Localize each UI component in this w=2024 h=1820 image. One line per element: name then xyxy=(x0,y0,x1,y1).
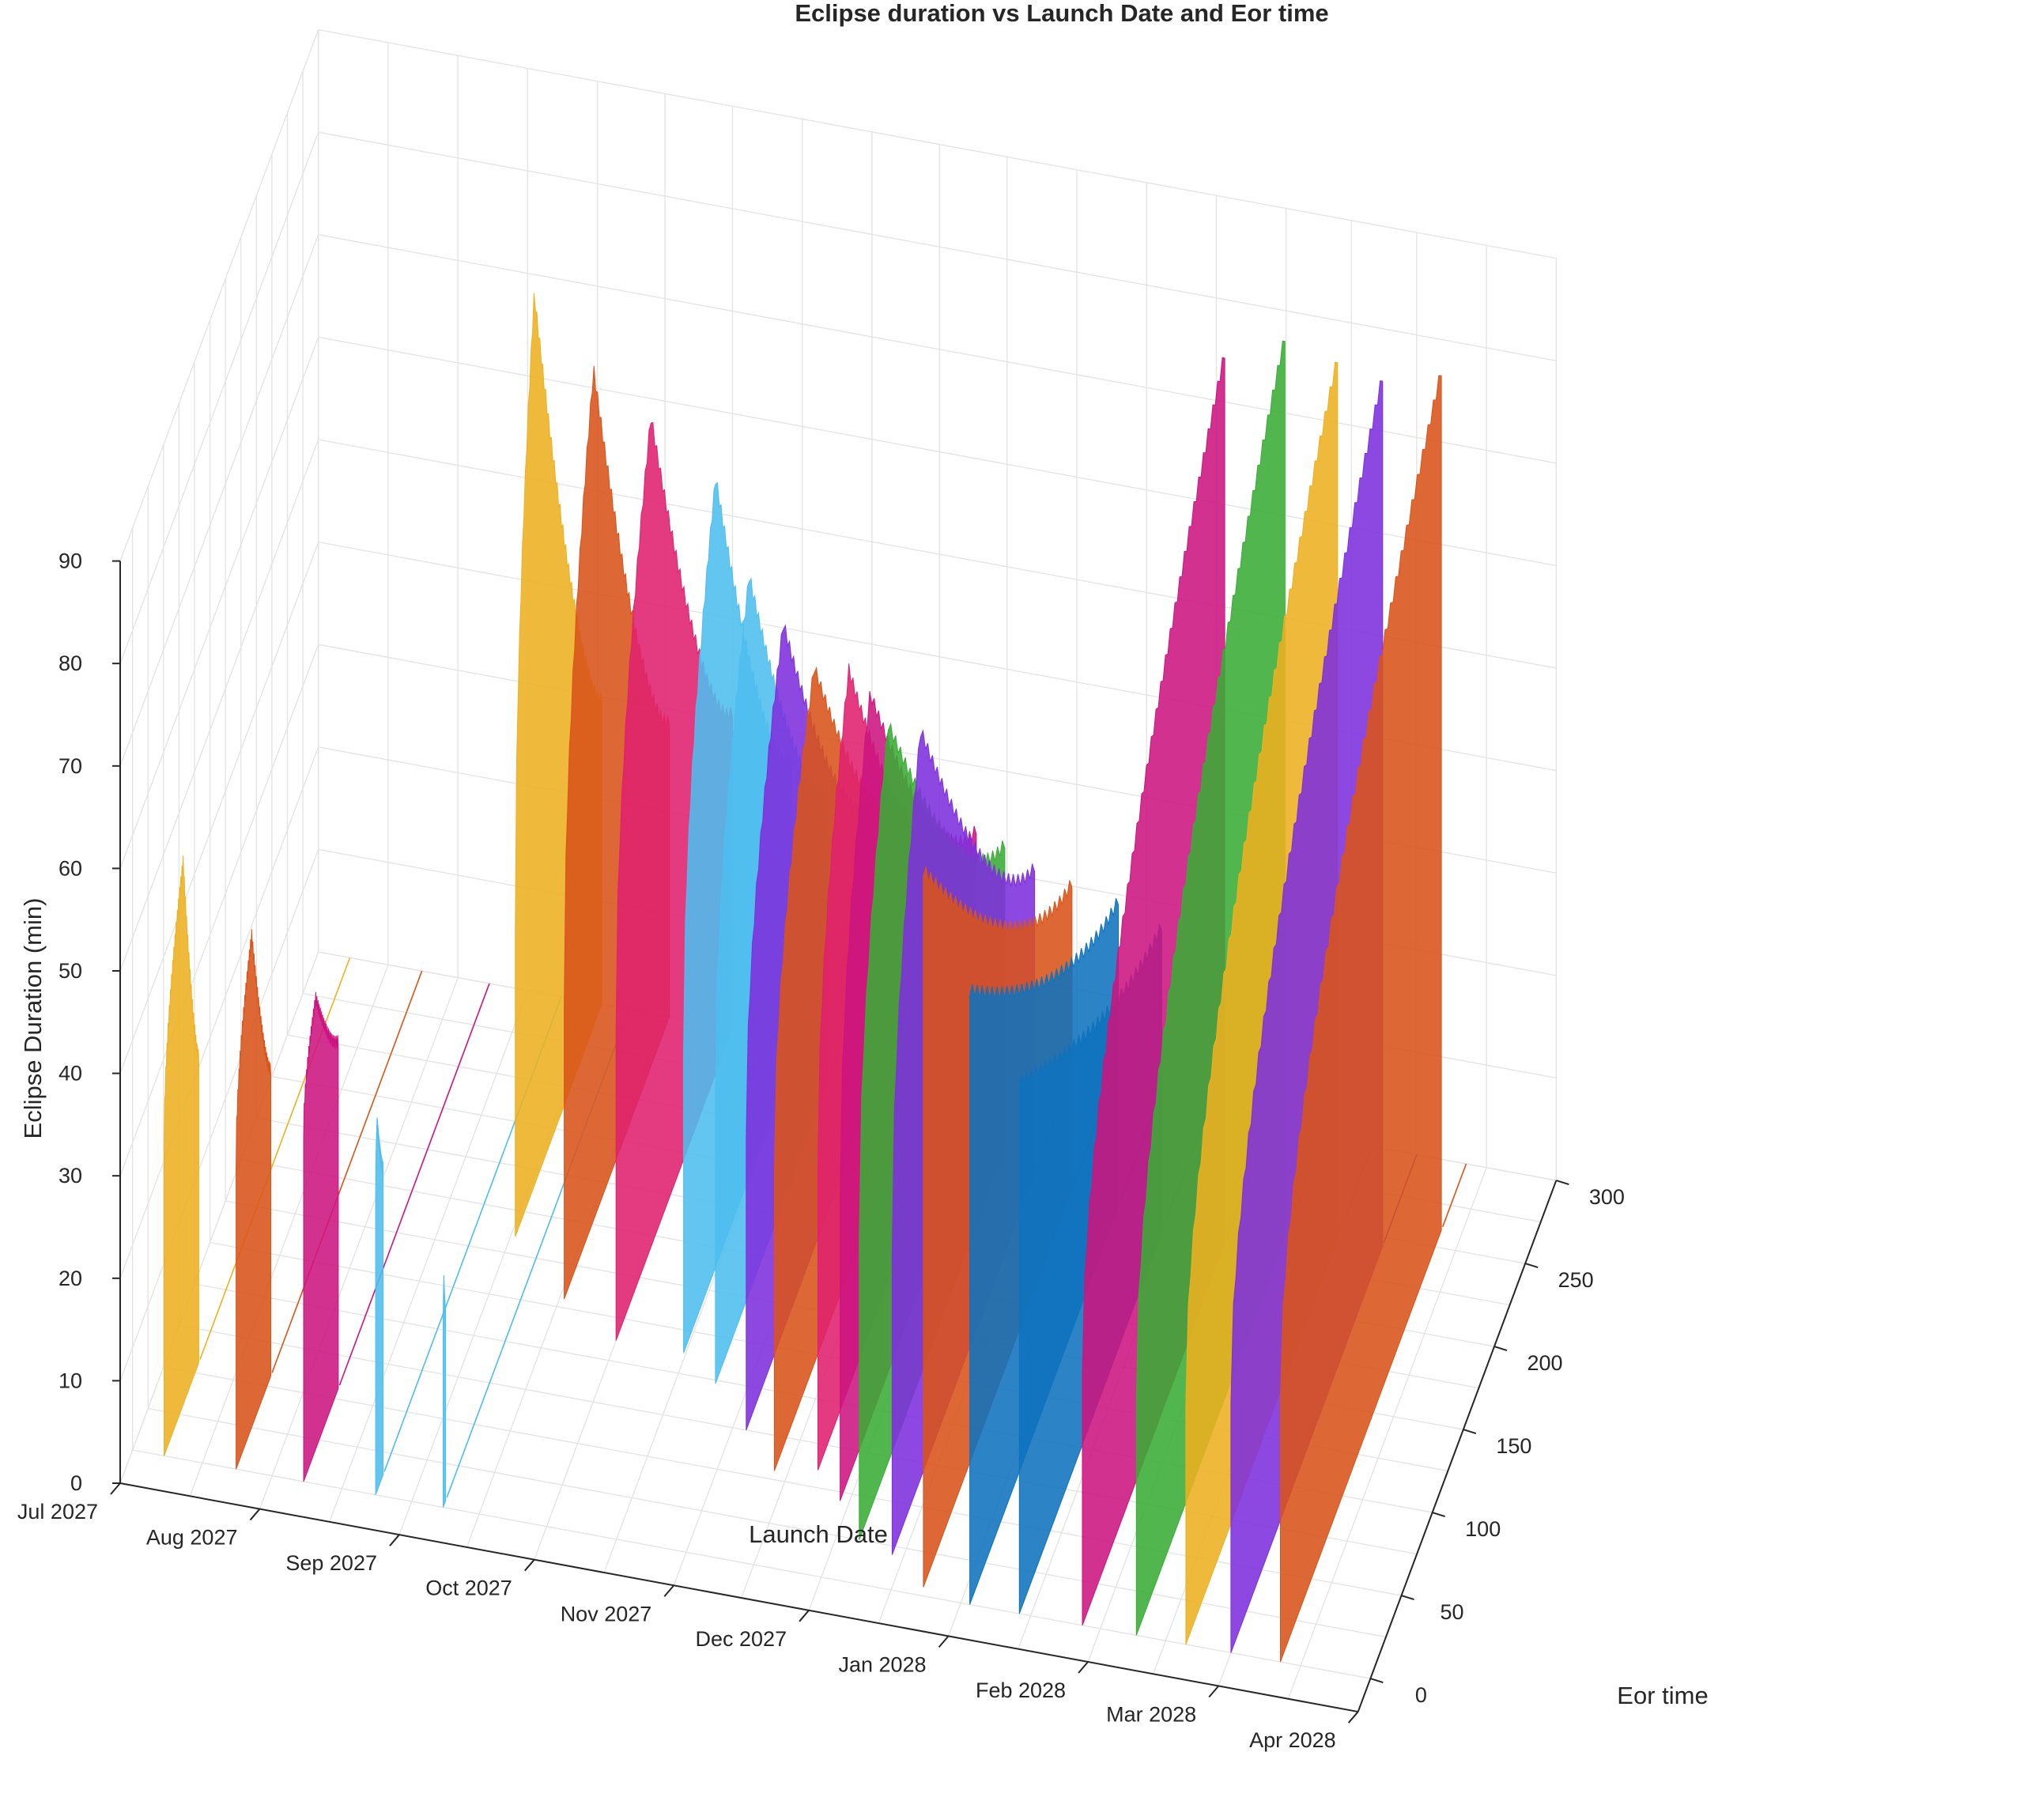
y-tick xyxy=(1493,1346,1508,1352)
grid-line-back-horizontal xyxy=(318,131,1557,361)
grid-line-floor-x xyxy=(189,965,389,1497)
z-tick-label: 0 xyxy=(70,1471,82,1495)
series-layer xyxy=(164,293,1467,1663)
y-tick xyxy=(1370,1678,1384,1684)
z-tick-label: 10 xyxy=(59,1369,82,1392)
grid-line-floor-x xyxy=(119,951,319,1484)
grid-line-side-horizontal xyxy=(119,234,319,767)
y-tick-label: 200 xyxy=(1527,1351,1562,1375)
y-tick-label: 300 xyxy=(1589,1185,1625,1209)
grid-line-side-horizontal xyxy=(119,542,319,1074)
z-tick-label: 60 xyxy=(59,856,82,880)
x-tick xyxy=(1347,1711,1359,1724)
y-tick xyxy=(1556,1180,1569,1186)
x-tick-label: Feb 2028 xyxy=(976,1678,1066,1702)
z-tick-label: 30 xyxy=(59,1164,82,1188)
grid-line-floor-y xyxy=(148,1407,1387,1638)
z-axis-label: Eclipse Duration (min) xyxy=(19,898,47,1139)
series-ribbon xyxy=(375,1117,383,1495)
z-tick-label: 70 xyxy=(59,754,82,778)
x-tick xyxy=(799,1610,810,1622)
x-tick-label: Apr 2028 xyxy=(1249,1728,1336,1752)
grid-line-side-horizontal xyxy=(119,746,319,1279)
grid-line-side-horizontal xyxy=(119,131,319,664)
grid-line-side-horizontal xyxy=(119,337,319,869)
y-tick xyxy=(1524,1263,1539,1269)
x-tick-label: Jul 2027 xyxy=(17,1500,98,1524)
series-ribbon xyxy=(1280,375,1442,1663)
x-tick xyxy=(249,1508,261,1521)
y-tick xyxy=(1401,1595,1414,1601)
x-tick-label: Aug 2027 xyxy=(146,1526,238,1550)
y-tick-label: 0 xyxy=(1415,1683,1427,1707)
x-axis-label: Launch Date xyxy=(749,1520,888,1548)
series-baseline xyxy=(338,983,490,1386)
grid-line-side-horizontal xyxy=(119,849,319,1381)
y-tick-label: 150 xyxy=(1496,1434,1531,1458)
z-tick-label: 50 xyxy=(59,959,82,983)
grid-line-floor-y xyxy=(132,1449,1371,1679)
axis-layer xyxy=(119,561,1558,1713)
x-tick-label: Dec 2027 xyxy=(696,1627,787,1651)
z-tick-label: 20 xyxy=(59,1267,82,1290)
x-tick-label: Oct 2027 xyxy=(425,1576,512,1600)
series-ribbon xyxy=(303,991,339,1482)
grid-line-back-horizontal xyxy=(318,234,1557,464)
series-ribbon xyxy=(443,1274,447,1508)
x-tick xyxy=(938,1635,950,1648)
y-tick-label: 250 xyxy=(1558,1268,1594,1292)
x-tick xyxy=(1208,1685,1219,1698)
series-baseline xyxy=(1441,1163,1467,1228)
series-baseline xyxy=(271,970,423,1373)
y-tick xyxy=(1463,1429,1477,1435)
tick-layer: 0 10 20 30 40 50 60 70 80 90 Jul 2027 Aug 2027 Sep 2… xyxy=(17,549,1625,1752)
x-tick-label: Sep 2027 xyxy=(285,1551,377,1575)
grid-line-floor-x xyxy=(1287,1167,1487,1699)
x-tick xyxy=(1078,1661,1089,1674)
x-tick-label: Mar 2028 xyxy=(1106,1702,1196,1726)
x-tick xyxy=(663,1584,675,1597)
grid-line-floor-x xyxy=(329,990,529,1523)
y-axis-line xyxy=(1357,1180,1558,1712)
x-tick-label: Nov 2027 xyxy=(561,1602,652,1626)
grid-line-side-horizontal xyxy=(119,29,319,561)
y-axis-label: Eor time xyxy=(1617,1682,1708,1709)
x-tick xyxy=(524,1559,535,1572)
y-tick xyxy=(1432,1512,1445,1518)
x-tick xyxy=(389,1534,400,1546)
series-ribbon xyxy=(236,929,271,1470)
grid-line-side-horizontal xyxy=(119,439,319,972)
x-tick xyxy=(110,1482,121,1495)
x-axis-line xyxy=(119,1482,1358,1713)
grid-line-side-horizontal xyxy=(119,644,319,1176)
x-tick-label: Jan 2028 xyxy=(838,1652,926,1676)
z-tick-label: 80 xyxy=(59,651,82,675)
chart-title: Eclipse duration vs Launch Date and Eor … xyxy=(795,0,1328,27)
z-tick-label: 90 xyxy=(59,549,82,573)
grid-line-back-horizontal xyxy=(318,28,1557,259)
y-tick-label: 100 xyxy=(1465,1517,1501,1541)
series-ribbon xyxy=(164,855,199,1456)
z-tick-label: 40 xyxy=(59,1062,82,1086)
grid-line-floor-x xyxy=(259,977,459,1509)
y-tick-label: 50 xyxy=(1441,1600,1464,1624)
